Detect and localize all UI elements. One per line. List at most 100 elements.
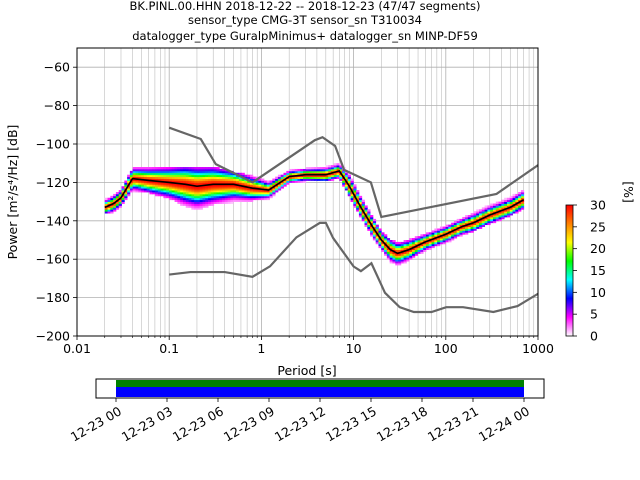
density-cell xyxy=(439,228,444,231)
density-cell xyxy=(400,255,405,258)
density-cell xyxy=(227,197,231,201)
density-cell xyxy=(182,178,187,181)
density-cell xyxy=(481,213,486,216)
density-cell xyxy=(233,186,237,189)
density-cell xyxy=(431,230,435,233)
density-cell xyxy=(459,220,463,224)
density-cell xyxy=(520,195,525,199)
density-cell xyxy=(247,188,251,191)
density-cell xyxy=(213,197,217,201)
density-cell xyxy=(216,178,220,181)
colorbar-tick-label: 0 xyxy=(590,329,598,344)
density-cell xyxy=(490,218,494,222)
coverage-tick-label: 12-23 12 xyxy=(272,403,328,444)
density-cell xyxy=(222,195,226,199)
density-cell xyxy=(283,172,287,176)
density-cell xyxy=(328,165,332,168)
density-cell xyxy=(294,168,298,172)
density-cell xyxy=(406,253,410,256)
density-cell xyxy=(171,197,175,201)
density-cell xyxy=(115,193,120,197)
density-cell xyxy=(249,188,254,191)
density-cell xyxy=(180,199,184,202)
density-cell xyxy=(185,186,189,189)
density-cell xyxy=(132,180,136,183)
density-cell xyxy=(300,168,304,172)
density-cell xyxy=(124,190,128,193)
density-cell xyxy=(174,195,178,199)
density-cell xyxy=(358,215,363,218)
density-cell xyxy=(194,190,198,193)
density-cell xyxy=(110,207,114,210)
density-cell xyxy=(367,228,371,231)
density-cell xyxy=(314,174,318,178)
noise-models xyxy=(168,126,538,314)
density-cell xyxy=(219,199,223,202)
y-tick-label: −140 xyxy=(36,213,70,228)
density-cell xyxy=(113,205,117,208)
density-cell xyxy=(132,172,136,176)
density-cell xyxy=(431,232,435,235)
density-cell xyxy=(230,186,234,189)
density-cell xyxy=(149,188,153,191)
density-cell xyxy=(342,170,346,174)
density-cell xyxy=(453,230,458,233)
density-cell xyxy=(196,167,201,170)
density-cell xyxy=(501,199,505,202)
density-cell xyxy=(196,193,201,197)
low-noise-model-line xyxy=(169,221,538,314)
density-cell xyxy=(155,174,159,178)
density-cell xyxy=(115,203,120,206)
density-cell xyxy=(110,201,114,204)
density-cell xyxy=(389,255,393,258)
density-cell xyxy=(247,182,251,185)
density-cell xyxy=(202,193,206,197)
density-cell xyxy=(249,184,254,187)
density-cell xyxy=(135,176,139,179)
density-cell xyxy=(277,174,282,178)
density-cell xyxy=(196,182,201,185)
density-cell xyxy=(451,228,455,231)
density-cell xyxy=(286,174,290,178)
density-cell xyxy=(314,168,318,172)
density-cell xyxy=(330,178,335,181)
density-cell xyxy=(479,213,483,216)
density-cell xyxy=(487,209,491,212)
density-cell xyxy=(417,247,421,250)
density-cell xyxy=(199,188,203,191)
density-cell xyxy=(439,230,444,233)
density-cell xyxy=(414,251,418,254)
density-cell xyxy=(495,201,499,204)
density-cell xyxy=(400,247,405,250)
density-cell xyxy=(423,238,427,241)
density-cell xyxy=(484,222,488,226)
density-cell xyxy=(389,243,393,247)
density-cell xyxy=(121,199,125,202)
density-cell xyxy=(177,168,181,172)
density-cell xyxy=(118,195,122,199)
density-cell xyxy=(465,230,469,233)
density-cell xyxy=(255,190,259,193)
density-cell xyxy=(442,226,446,229)
density-cell xyxy=(381,245,385,249)
density-cell xyxy=(437,238,441,241)
density-cell xyxy=(515,193,519,197)
density-cell xyxy=(403,261,407,264)
density-cell xyxy=(272,178,276,181)
density-cell xyxy=(263,197,268,201)
density-cell xyxy=(406,243,410,247)
density-cell xyxy=(115,207,120,210)
density-cell xyxy=(336,174,340,178)
density-cell xyxy=(233,190,237,193)
density-cell xyxy=(289,172,293,176)
density-cell xyxy=(194,182,198,185)
density-cell xyxy=(423,240,427,243)
density-cell xyxy=(308,168,312,172)
density-cell xyxy=(372,220,377,224)
density-cell xyxy=(241,182,245,185)
density-cell xyxy=(336,172,340,176)
density-cell xyxy=(115,201,120,204)
density-cell xyxy=(512,199,516,202)
density-cell xyxy=(501,205,505,208)
